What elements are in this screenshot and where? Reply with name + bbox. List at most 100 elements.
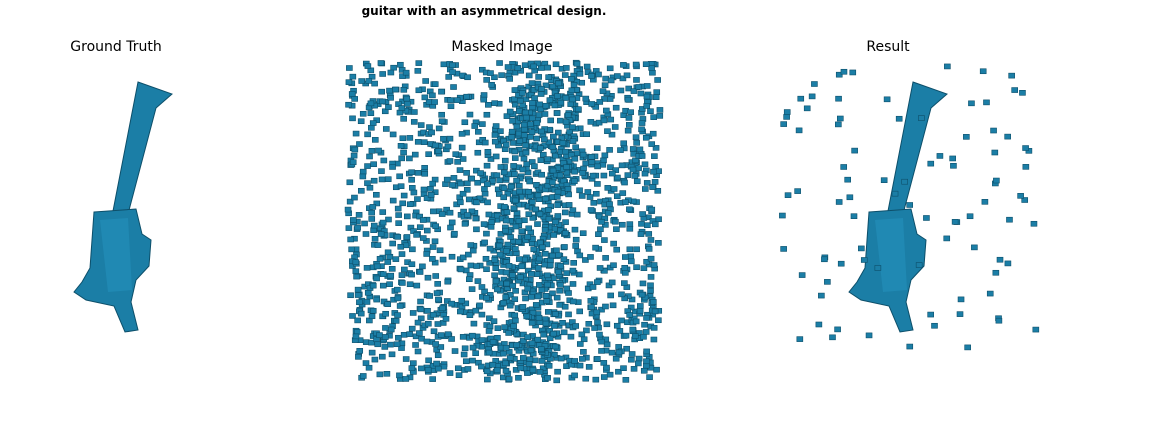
voxel <box>511 312 519 319</box>
voxel <box>610 186 618 192</box>
voxel <box>623 72 631 79</box>
voxel <box>345 79 353 85</box>
voxel <box>874 265 882 271</box>
voxel <box>418 365 425 372</box>
voxel <box>628 351 636 357</box>
voxel <box>481 186 488 192</box>
voxel <box>378 168 385 174</box>
voxel <box>549 167 557 174</box>
voxel <box>494 212 501 219</box>
voxel <box>535 265 542 271</box>
voxel <box>464 74 471 81</box>
voxel <box>519 304 527 310</box>
voxel <box>398 345 405 351</box>
voxel <box>366 184 374 191</box>
voxel <box>620 140 628 147</box>
voxel <box>411 151 419 158</box>
voxel <box>447 103 455 110</box>
voxel <box>619 221 626 228</box>
voxel <box>638 120 646 126</box>
voxel <box>624 127 632 134</box>
voxel <box>607 164 614 170</box>
voxel <box>552 152 559 159</box>
voxel <box>519 338 527 344</box>
voxel <box>1022 145 1029 151</box>
voxel <box>518 263 526 270</box>
voxel <box>513 342 520 348</box>
voxel <box>519 90 526 96</box>
voxel <box>500 300 507 306</box>
voxel <box>444 278 452 285</box>
voxel <box>419 263 426 270</box>
voxel <box>544 309 552 315</box>
voxel <box>373 296 381 303</box>
voxel <box>557 282 564 288</box>
voxel <box>587 298 595 304</box>
voxel <box>482 255 490 262</box>
voxel <box>500 194 508 201</box>
voxel <box>598 338 605 345</box>
voxel <box>533 271 541 277</box>
voxel <box>612 167 620 173</box>
voxel <box>554 213 562 219</box>
voxel <box>615 349 623 356</box>
voxel <box>379 71 386 77</box>
voxel <box>463 187 471 193</box>
voxel <box>579 170 586 176</box>
voxel <box>386 87 393 94</box>
voxel <box>501 157 509 164</box>
voxel <box>353 273 360 280</box>
voxel <box>524 334 532 340</box>
voxel <box>638 221 645 227</box>
voxel <box>626 225 634 232</box>
voxel <box>515 201 523 208</box>
voxel <box>440 363 448 370</box>
voxel <box>414 68 422 74</box>
voxel <box>618 291 625 298</box>
voxel <box>551 102 559 109</box>
voxel <box>599 88 607 94</box>
voxel <box>408 271 415 278</box>
voxel <box>446 158 454 164</box>
voxel <box>410 189 418 196</box>
voxel <box>364 180 371 186</box>
voxel <box>589 172 597 179</box>
voxel <box>594 279 601 285</box>
voxel <box>369 282 377 289</box>
voxel <box>485 349 493 356</box>
voxel <box>632 157 639 164</box>
voxel <box>370 161 377 168</box>
voxel <box>512 197 519 204</box>
voxel <box>567 101 575 107</box>
voxel <box>349 159 357 166</box>
voxel <box>595 231 602 237</box>
voxel <box>515 374 522 381</box>
voxel <box>491 272 498 279</box>
voxel <box>549 83 557 90</box>
voxel <box>524 234 532 240</box>
voxel <box>543 298 551 304</box>
voxel <box>417 122 425 128</box>
voxel <box>647 255 655 262</box>
voxel <box>387 326 395 333</box>
voxel <box>432 142 439 149</box>
voxel <box>588 101 596 107</box>
voxel <box>419 217 427 223</box>
voxel <box>637 90 645 97</box>
voxel <box>532 206 539 213</box>
voxel <box>528 294 535 300</box>
voxel <box>512 317 519 324</box>
voxel <box>458 131 466 137</box>
voxel <box>628 258 635 265</box>
voxel <box>633 178 641 185</box>
voxel <box>651 179 659 185</box>
voxel <box>359 110 367 117</box>
voxel <box>399 73 406 79</box>
voxel <box>345 101 352 108</box>
voxel <box>582 375 590 382</box>
voxel <box>424 274 432 281</box>
figure-title: guitar with an asymmetrical design. <box>362 4 607 18</box>
voxel <box>552 219 559 225</box>
voxel <box>395 220 402 226</box>
voxel <box>533 135 540 142</box>
